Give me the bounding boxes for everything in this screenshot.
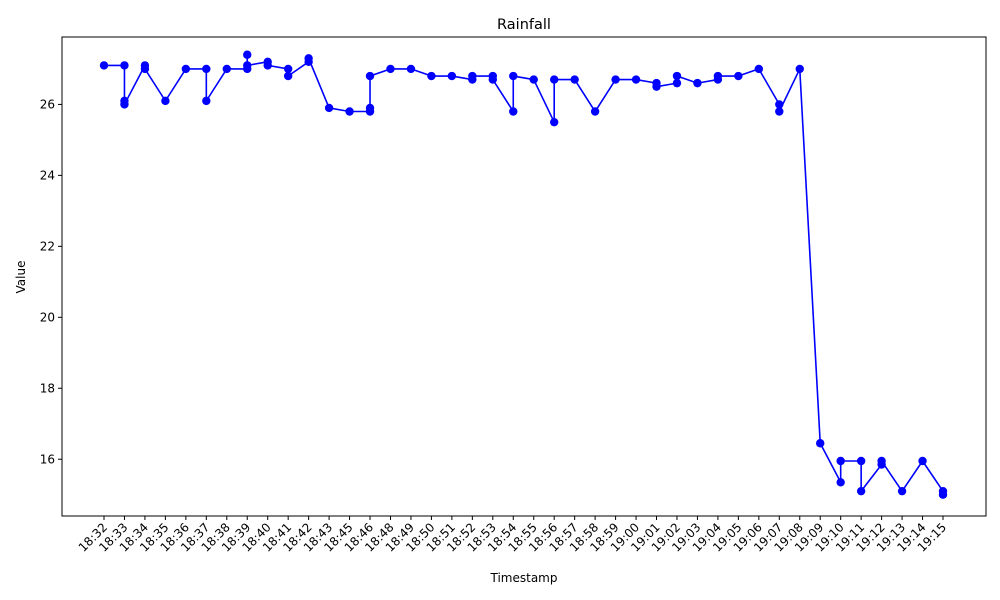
data-point (99, 61, 109, 70)
data-point (611, 75, 620, 84)
data-point (652, 82, 661, 91)
data-point (693, 78, 702, 88)
data-point (263, 61, 272, 70)
data-point (365, 103, 375, 113)
y-tick-label: 16 (40, 452, 55, 466)
data-point (222, 64, 231, 74)
data-point (161, 96, 170, 106)
data-point (877, 456, 886, 466)
data-point (856, 486, 866, 496)
data-point (795, 64, 804, 74)
data-point (775, 107, 784, 116)
x-axis-title: Timestamp (490, 571, 558, 585)
data-point (386, 64, 395, 74)
y-tick-label: 24 (40, 169, 55, 183)
data-point (140, 64, 150, 74)
data-point (120, 61, 129, 70)
data-point (775, 100, 784, 109)
data-point (509, 107, 518, 116)
data-point (447, 71, 457, 81)
data-point (468, 71, 477, 81)
data-point (550, 117, 559, 127)
data-point (243, 50, 252, 59)
data-point (590, 107, 600, 116)
data-point (734, 71, 743, 81)
data-point (283, 64, 293, 74)
data-point (754, 64, 764, 74)
y-tick-label: 22 (40, 240, 55, 254)
data-point (202, 96, 211, 106)
chart-title: Rainfall (497, 17, 551, 33)
data-point (713, 71, 723, 81)
data-point (856, 456, 866, 466)
data-point (324, 103, 334, 113)
y-axis-title: Value (14, 261, 28, 294)
data-point (672, 71, 682, 81)
data-point (836, 478, 845, 487)
data-point (202, 64, 211, 74)
data-point (488, 75, 497, 84)
data-point (631, 75, 641, 84)
data-point (897, 486, 907, 496)
y-tick-label: 18 (40, 381, 55, 395)
plot-frame (61, 36, 987, 517)
data-point (509, 71, 518, 81)
y-axis: 16 18 20 22 24 26 (40, 98, 62, 466)
data-point (345, 107, 354, 116)
data-point (283, 71, 293, 81)
data-point (304, 54, 313, 63)
data-point (672, 78, 682, 88)
data-point (816, 439, 825, 448)
data-point (570, 75, 579, 84)
data-point (365, 71, 375, 81)
data-point (243, 61, 252, 70)
y-tick-label: 20 (40, 311, 55, 325)
data-point (427, 71, 436, 81)
data-point (836, 456, 845, 466)
data-point (406, 64, 416, 74)
data-point (120, 100, 129, 109)
data-point (918, 456, 927, 466)
data-point (529, 75, 538, 84)
series-layer (99, 50, 948, 499)
data-point (938, 490, 948, 499)
data-point (181, 64, 191, 74)
y-tick-label: 26 (40, 98, 55, 112)
data-point (550, 75, 559, 84)
